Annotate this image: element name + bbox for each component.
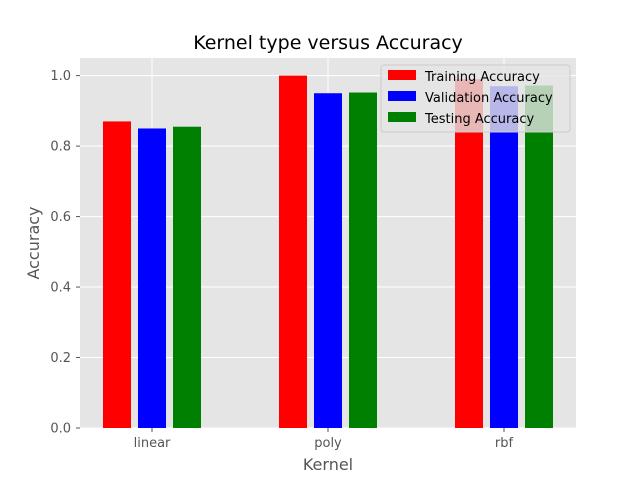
x-tick-label: rbf (495, 436, 514, 451)
y-tick-label: 0.6 (50, 210, 71, 225)
bar-poly-series-3 (349, 92, 377, 429)
y-tick-label: 0.2 (50, 351, 71, 366)
bar-linear-series-3 (173, 126, 201, 428)
y-tick-label: 1.0 (50, 69, 71, 84)
y-tick-label: 0.4 (50, 281, 71, 296)
bar-rbf-series-3 (525, 85, 553, 428)
bar-linear-series-2 (138, 128, 166, 428)
x-tick-label: poly (314, 436, 342, 451)
legend-label-validation: Validation Accuracy (425, 91, 553, 106)
legend-swatch-validation (388, 91, 416, 101)
legend-swatch-training (388, 70, 416, 80)
bar-poly-series-2 (314, 93, 342, 428)
legend-label-training: Training Accuracy (424, 70, 540, 85)
y-tick-label: 0.0 (50, 422, 71, 437)
y-axis-label: Accuracy (24, 206, 43, 279)
bar-rbf-series-1 (455, 79, 483, 429)
legend-box (380, 64, 571, 133)
x-axis-label: Kernel (303, 455, 353, 474)
chart-title: Kernel type versus Accuracy (193, 32, 463, 54)
x-tick-label: linear (134, 436, 171, 451)
x-axis-ticks: linear poly rbf (134, 428, 514, 451)
bar-linear-series-1 (103, 121, 131, 428)
bars (103, 75, 553, 429)
legend: Training Accuracy Validation Accuracy Te… (380, 64, 571, 133)
legend-label-testing: Testing Accuracy (424, 112, 534, 127)
legend-swatch-testing (388, 112, 416, 122)
bar-rbf-series-2 (490, 86, 518, 428)
y-axis-ticks: 0.0 0.2 0.4 0.6 0.8 1.0 (50, 69, 80, 437)
bar-poly-series-1 (279, 75, 307, 428)
y-tick-label: 0.8 (50, 140, 71, 155)
